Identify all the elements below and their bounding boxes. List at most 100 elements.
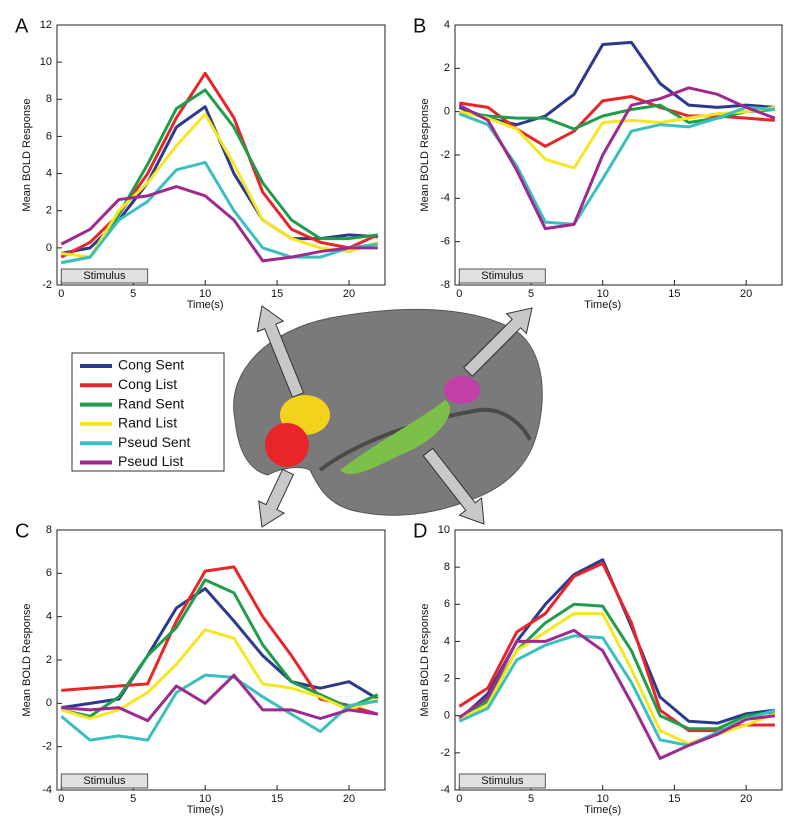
x-tick-label: 15 [271,288,283,300]
y-tick-label: -2 [42,741,52,753]
brain-sulcus [318,407,532,472]
stimulus-bar [458,773,546,789]
brain-surface [233,308,543,516]
x-axis-label: Time(s) [187,299,224,311]
x-tick-label: 20 [740,288,752,300]
stimulus-label: Stimulus [481,775,524,787]
x-tick-label: 20 [343,288,355,300]
y-tick-label: 4 [46,611,52,623]
stimulus-bar [60,773,149,789]
y-tick-label: 0 [46,697,52,709]
y-tick-label: -2 [440,747,450,759]
y-tick-label: 2 [444,672,450,684]
series-line [61,160,378,265]
y-tick-label: -4 [440,192,450,204]
y-tick-label: 4 [444,635,450,647]
legend-label: Cong Sent [118,357,184,373]
legend-box [71,352,225,472]
legend-label: Rand List [118,415,177,431]
y-axis-label: Mean BOLD Response [21,603,33,716]
x-tick-label: 5 [528,793,534,805]
y-tick-label: 8 [46,524,52,536]
y-tick-label: 0 [444,710,450,722]
y-axis-label: Mean BOLD Response [419,603,431,716]
series-line [61,88,378,265]
x-axis-label: Time(s) [584,804,621,816]
y-tick-label: 4 [46,167,52,179]
y-tick-label: 2 [444,62,450,74]
stimulus-bar [60,268,149,284]
series-line [60,578,379,718]
x-tick-label: 0 [456,288,462,300]
y-tick-label: -4 [42,784,52,796]
y-tick-label: 8 [46,93,52,105]
panel-label: C [15,520,29,542]
series-line [60,628,379,720]
legend-label: Pseud List [118,453,183,469]
panel-label: D [413,520,427,542]
activation-blob [340,400,450,475]
plot-area [56,529,386,791]
stimulus-label: Stimulus [83,270,126,282]
arrow [463,307,533,377]
y-tick-label: 2 [46,205,52,217]
y-tick-label: 10 [438,524,450,536]
x-tick-label: 0 [58,288,64,300]
x-tick-label: 5 [528,288,534,300]
y-tick-label: 0 [444,106,450,118]
x-tick-label: 0 [456,793,462,805]
panel-label: B [413,15,426,37]
y-axis-label: Mean BOLD Response [21,98,33,211]
stimulus-bar [458,268,546,284]
series-line [61,112,379,259]
x-tick-label: 10 [597,288,609,300]
x-tick-label: 10 [199,793,211,805]
series-line [458,105,776,170]
arrow [258,468,295,528]
y-tick-label: 6 [46,567,52,579]
plot-area [56,24,386,286]
y-tick-label: 12 [40,19,52,31]
arrow [422,447,485,525]
x-tick-label: 10 [199,288,211,300]
x-tick-label: 15 [668,793,680,805]
y-tick-label: -6 [440,236,450,248]
series-line [60,673,379,742]
series-line [458,628,776,760]
stimulus-label: Stimulus [83,775,126,787]
x-axis-label: Time(s) [187,804,224,816]
y-tick-label: 10 [40,56,52,68]
activation-blob [444,376,480,404]
y-tick-label: 8 [444,561,450,573]
y-tick-label: 6 [444,598,450,610]
y-tick-label: -4 [440,784,450,796]
legend-label: Pseud Sent [118,434,190,450]
y-tick-label: 2 [46,654,52,666]
x-tick-label: 15 [668,288,680,300]
x-tick-label: 15 [271,793,283,805]
y-tick-label: 6 [46,130,52,142]
series-line [61,673,379,723]
x-axis-label: Time(s) [584,299,621,311]
y-tick-label: 0 [46,242,52,254]
y-tick-label: -2 [42,279,52,291]
legend-label: Rand Sent [118,395,184,411]
x-tick-label: 0 [58,793,64,805]
series-line [458,86,776,231]
arrow [256,305,305,398]
x-tick-label: 5 [130,793,136,805]
x-tick-label: 20 [343,793,355,805]
x-tick-label: 5 [130,288,136,300]
panel-label: A [15,15,29,37]
y-tick-label: -2 [440,149,450,161]
x-tick-label: 10 [597,793,609,805]
legend-label: Cong List [118,376,177,392]
y-tick-label: -8 [440,279,450,291]
x-tick-label: 20 [740,793,752,805]
brain-image [233,308,543,516]
y-tick-label: 4 [444,19,450,31]
legend: Cong Sent Cong List Rand Sent Rand List Pseu… [71,352,225,472]
series-line [60,185,378,263]
